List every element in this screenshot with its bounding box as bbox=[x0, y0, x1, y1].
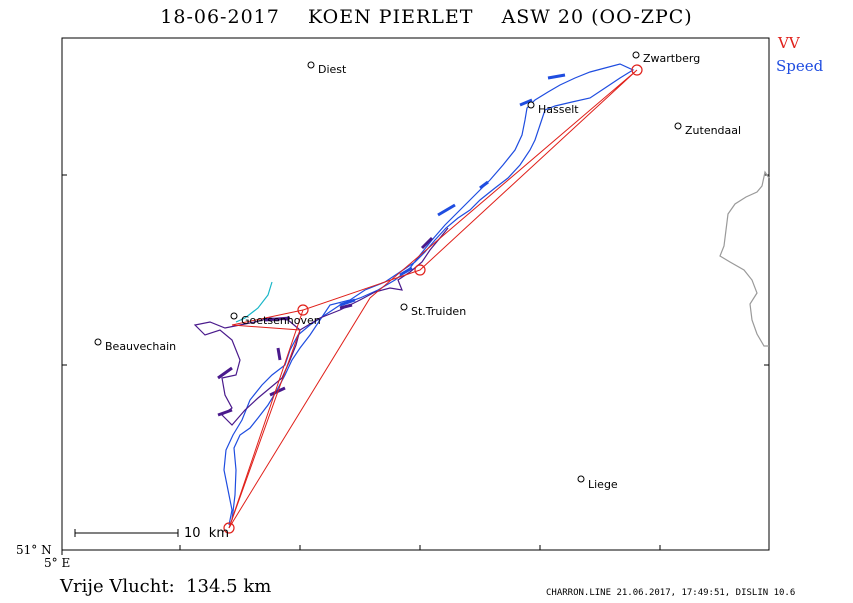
speed-track-thick bbox=[339, 73, 566, 307]
scale-label: 10 km bbox=[184, 526, 229, 541]
country-border bbox=[719, 170, 770, 347]
task-turnpoints bbox=[223, 64, 643, 534]
place-label-st-truiden: St.Truiden bbox=[411, 305, 466, 318]
place-label-diest: Diest bbox=[318, 63, 347, 76]
place-label-zutendaal: Zutendaal bbox=[685, 124, 741, 137]
climb-track bbox=[193, 227, 449, 426]
footer-meta: CHARRON.LINE 21.06.2017, 17:49:51, DISLI… bbox=[546, 588, 796, 598]
map-frame bbox=[61, 37, 770, 551]
cyan-track bbox=[235, 281, 273, 323]
place-label-zwartberg: Zwartberg bbox=[643, 52, 700, 65]
legend-speed: Speed bbox=[776, 57, 824, 75]
place-markers bbox=[94, 51, 682, 483]
place-label-hasselt: Hasselt bbox=[538, 103, 579, 116]
longitude-label: 5° E bbox=[44, 556, 71, 570]
place-label-beauvechain: Beauvechain bbox=[105, 340, 176, 353]
task-lines-2 bbox=[228, 309, 304, 529]
page-title: 18-06-2017 KOEN PIERLET ASW 20 (OO-ZPC) bbox=[160, 6, 693, 28]
speed-track bbox=[223, 63, 635, 526]
scale-bar bbox=[74, 529, 179, 537]
legend-vv: VV bbox=[778, 34, 800, 52]
latitude-label: 51° N bbox=[16, 543, 52, 557]
place-label-liege: Liege bbox=[588, 478, 618, 491]
free-flight-distance: Vrije Vlucht: 134.5 km bbox=[60, 576, 272, 597]
task-lines bbox=[228, 69, 638, 529]
axis-ticks bbox=[61, 174, 769, 555]
place-label-goetsenhoven: Goetsenhoven bbox=[241, 314, 321, 327]
